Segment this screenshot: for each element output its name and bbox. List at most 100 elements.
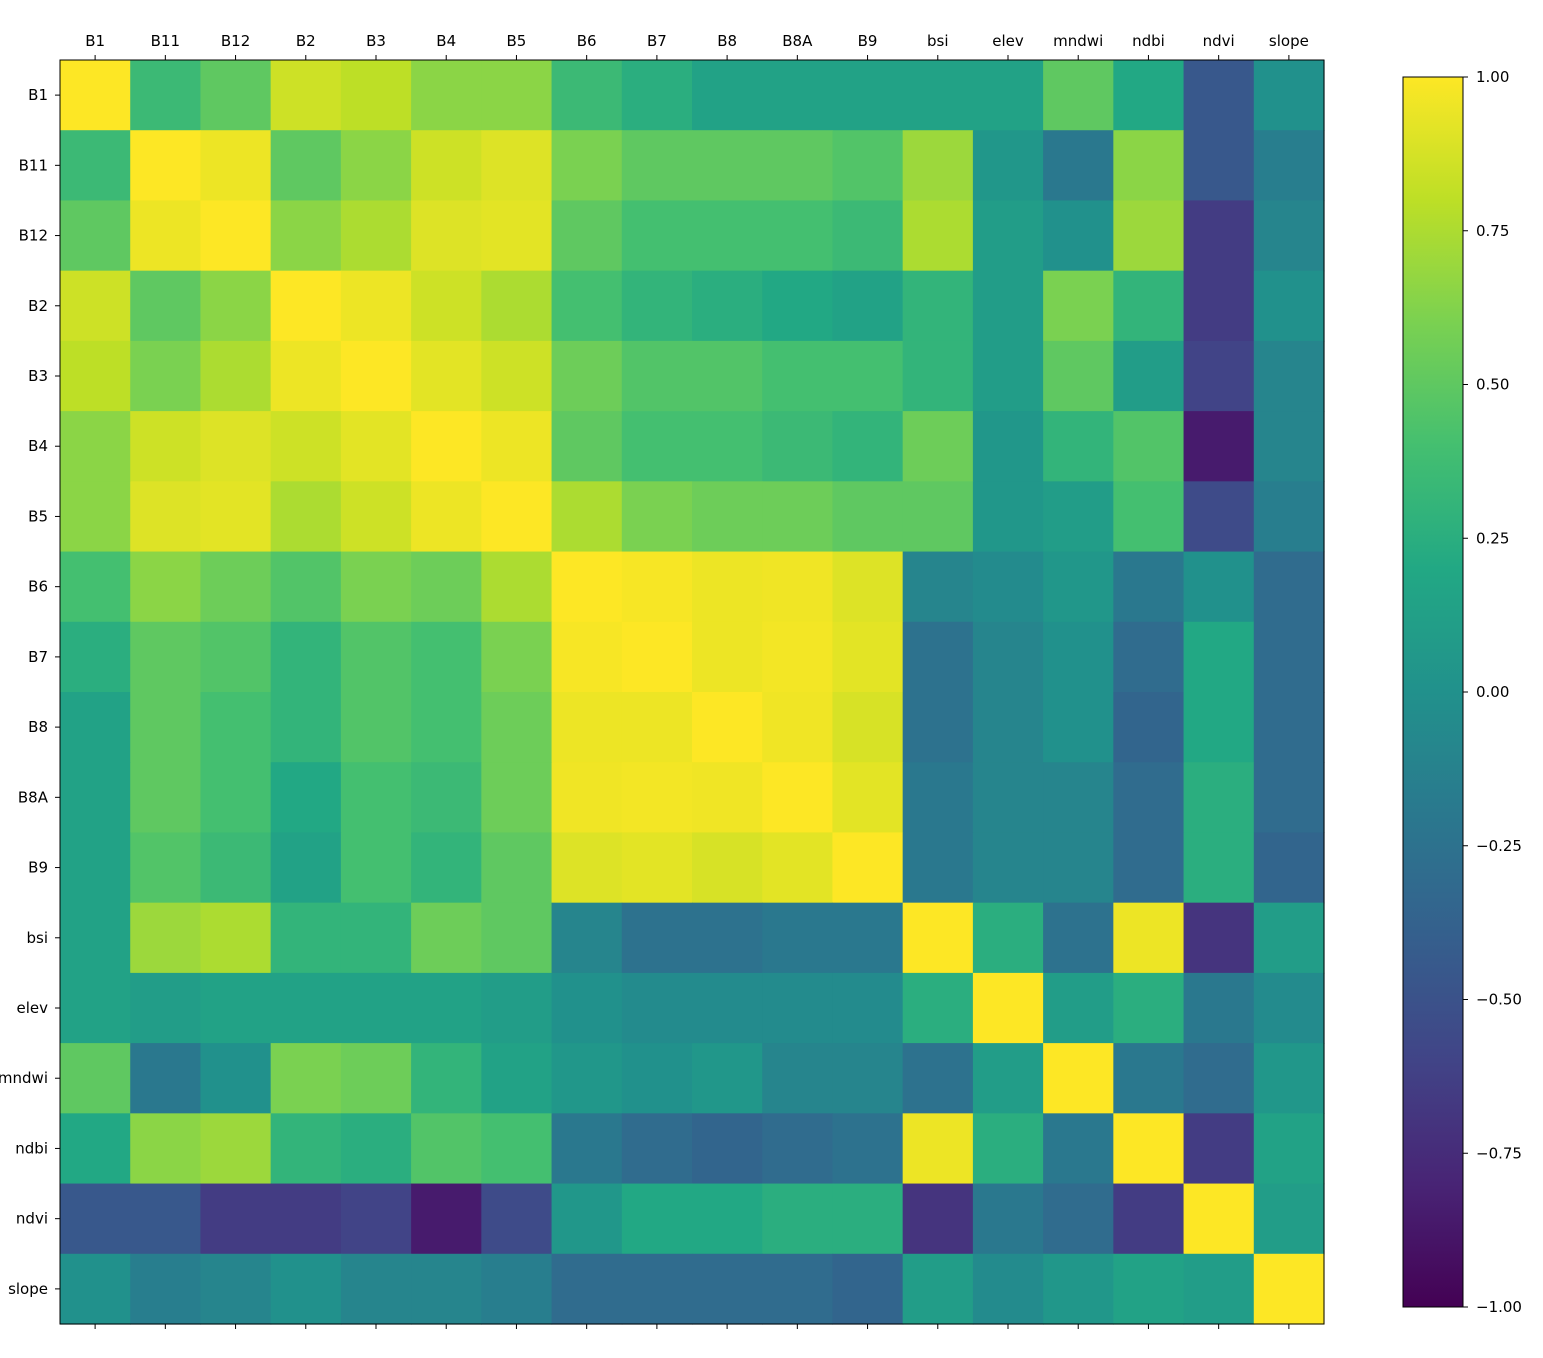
heatmap-cell [692,60,763,131]
heatmap-cell [621,1253,693,1325]
heatmap-cell [1183,1043,1255,1114]
heatmap-cell [481,130,553,202]
heatmap-cell [1183,340,1255,412]
heatmap-cell [832,1113,904,1185]
heatmap-cell [551,340,623,412]
heatmap-cell [200,340,272,412]
heatmap-cell [340,902,412,974]
heatmap-cell [902,60,974,131]
heatmap-cell [1183,1253,1255,1325]
heatmap-cell [270,902,342,974]
heatmap-cell [200,972,272,1044]
heatmap-cell [200,551,272,623]
heatmap-cell [200,902,272,974]
x-tick-label: B6 [577,32,597,50]
colorbar-tick-label: 1.00 [1476,68,1509,86]
heatmap-cell [481,481,553,553]
heatmap-cell [130,130,202,202]
heatmap-cell [972,1253,1044,1325]
heatmap-cell [411,1253,482,1325]
heatmap-cell [1113,1113,1185,1185]
heatmap-cell [762,1183,834,1255]
heatmap-cell [621,200,693,272]
y-tick-label: B3 [28,367,48,385]
heatmap-cell [130,621,202,693]
heatmap-cell [692,832,763,904]
heatmap-cell [130,340,202,412]
heatmap-cell [551,1043,623,1114]
heatmap-cell [481,832,553,904]
heatmap-cell [411,832,482,904]
y-tick-label: elev [16,999,48,1017]
y-tick-label: B9 [28,859,48,877]
heatmap-cell [1183,1113,1255,1185]
heatmap-cell [340,762,412,834]
heatmap-cell [340,130,412,202]
heatmap-cell [1253,762,1325,834]
heatmap-cell [832,411,904,482]
heatmap-cell [60,411,131,482]
heatmap-cell [1253,621,1325,693]
heatmap-cell [1253,200,1325,272]
heatmap-cell [551,621,623,693]
heatmap-cell [762,340,834,412]
heatmap-cell [1113,762,1185,834]
heatmap-cell [340,621,412,693]
heatmap-cell [1253,270,1325,342]
heatmap-cell [270,1043,342,1114]
heatmap-cell [1043,972,1114,1044]
heatmap-cell [1113,1253,1185,1325]
heatmap-cell [832,60,904,131]
y-tick-label: B1 [28,86,48,104]
heatmap-cell [832,270,904,342]
heatmap-cell [130,551,202,623]
heatmap-cell [692,902,763,974]
heatmap-cell [1043,200,1114,272]
heatmap-cell [60,1183,131,1255]
heatmap-cell [1113,200,1185,272]
heatmap-cell [60,762,131,834]
heatmap-cell [832,1183,904,1255]
heatmap-cell [411,200,482,272]
heatmap-cell [902,692,974,763]
heatmap-cell [692,481,763,553]
heatmap-cell [481,551,553,623]
heatmap-cell [411,60,482,131]
heatmap-cell [1113,60,1185,131]
heatmap-cell [692,130,763,202]
heatmap-cell [692,270,763,342]
heatmap-cell [972,270,1044,342]
heatmap-cell [1043,1183,1114,1255]
heatmap-cell [1253,551,1325,623]
heatmap-cell [762,411,834,482]
heatmap-cell [60,1253,131,1325]
heatmap-cell [551,832,623,904]
heatmap-cell [621,762,693,834]
heatmap-cell [1113,1043,1185,1114]
heatmap-cell [1043,1043,1114,1114]
heatmap-cell [832,1253,904,1325]
x-tick-label: bsi [927,32,949,50]
x-tick-label: B12 [221,32,250,50]
heatmap-cell [692,1183,763,1255]
heatmap-cell [972,832,1044,904]
heatmap-cell [200,1043,272,1114]
heatmap-cell [1253,411,1325,482]
heatmap-cell [1113,340,1185,412]
heatmap-cell [481,621,553,693]
heatmap-cell [762,832,834,904]
heatmap-cell [692,551,763,623]
heatmap-cell [270,972,342,1044]
heatmap-cell [762,60,834,131]
heatmap-cell [1253,832,1325,904]
heatmap-cell [481,902,553,974]
y-tick-label: B4 [28,437,48,455]
heatmap-cell [902,972,974,1044]
heatmap-cell [411,1183,482,1255]
heatmap-cell [692,200,763,272]
heatmap-cell [340,270,412,342]
heatmap-cell [551,551,623,623]
heatmap-cell [130,411,202,482]
heatmap-cell [692,692,763,763]
heatmap-cell [832,551,904,623]
